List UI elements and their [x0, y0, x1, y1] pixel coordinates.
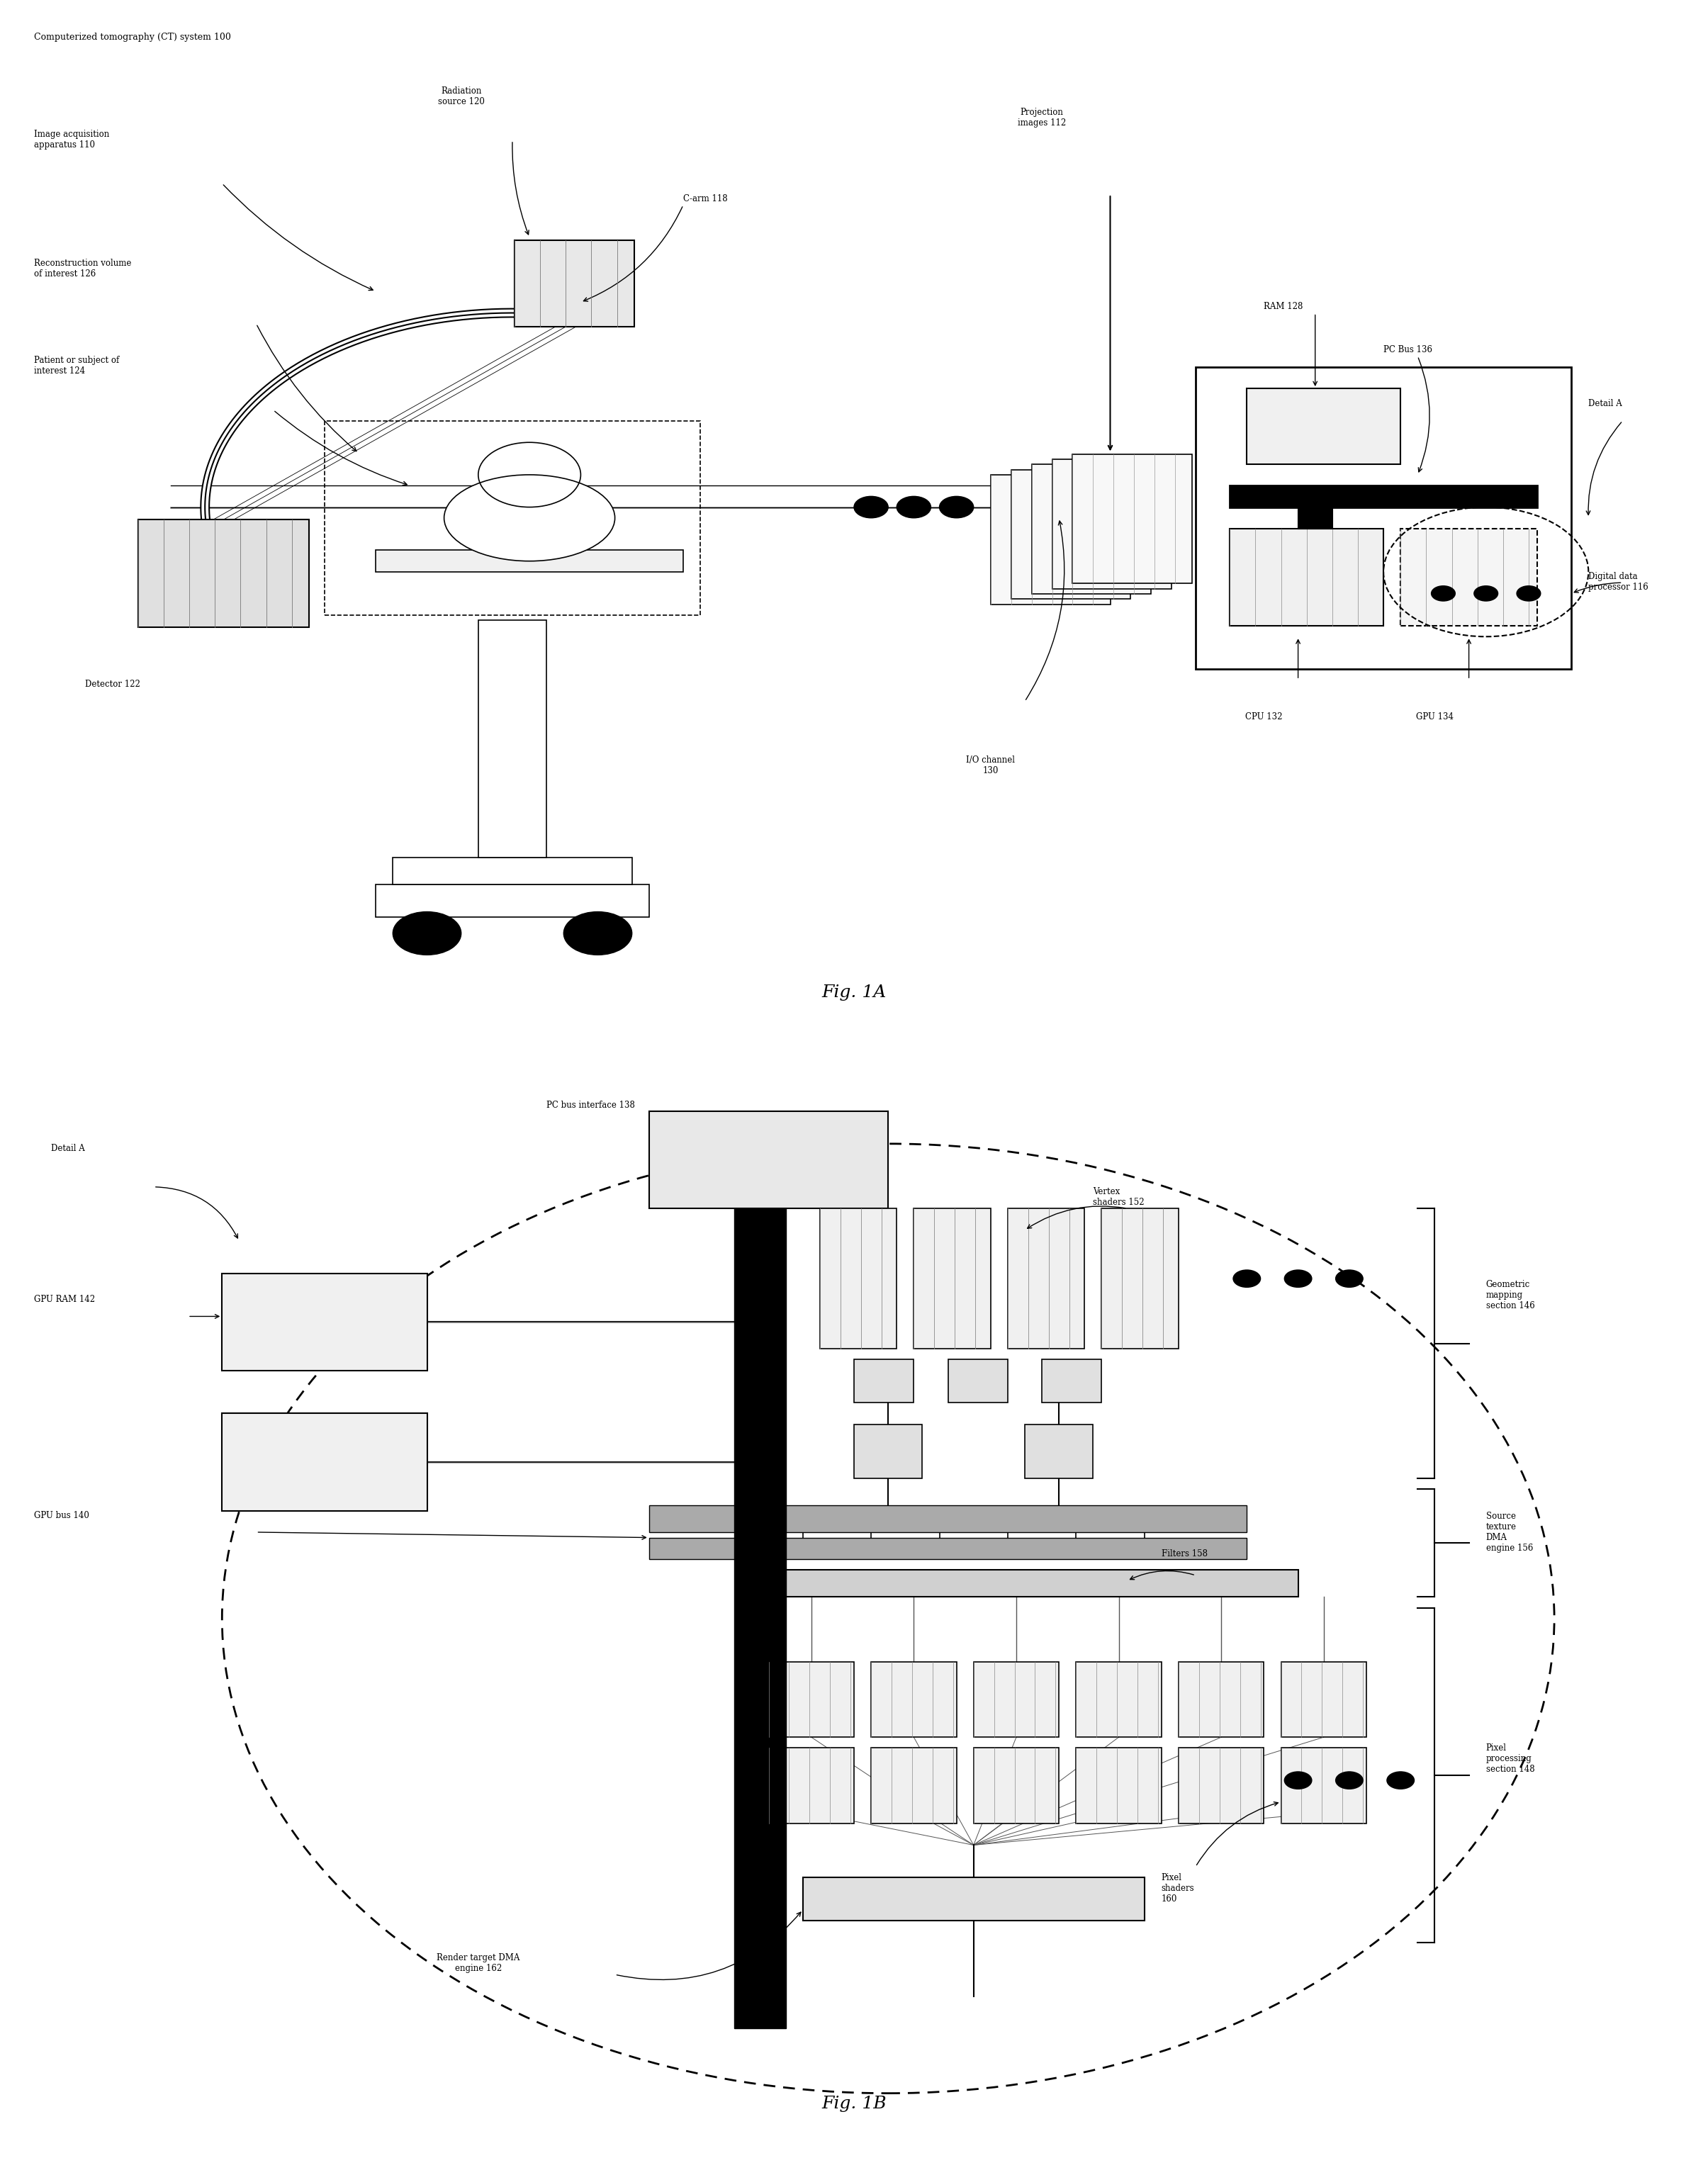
- Circle shape: [1284, 1269, 1312, 1286]
- Text: Reconstruction volume
of interest 126: Reconstruction volume of interest 126: [34, 259, 132, 278]
- Bar: [871, 1748, 956, 1824]
- Bar: [222, 1413, 427, 1511]
- Text: Vertex
shaders 152: Vertex shaders 152: [1093, 1187, 1144, 1206]
- Bar: [1281, 1748, 1366, 1824]
- Circle shape: [1336, 1772, 1363, 1789]
- Circle shape: [1387, 1772, 1414, 1789]
- Circle shape: [1336, 1269, 1363, 1286]
- Bar: [1247, 388, 1401, 464]
- Bar: [991, 475, 1110, 604]
- Bar: [803, 1877, 1144, 1921]
- Bar: [649, 1111, 888, 1208]
- Text: Computerized tomography (CT) system 100: Computerized tomography (CT) system 100: [34, 32, 231, 41]
- Bar: [948, 1360, 1008, 1403]
- Text: Projection
images 112: Projection images 112: [1018, 108, 1066, 127]
- Bar: [1401, 529, 1537, 626]
- Bar: [1230, 486, 1537, 507]
- Bar: [1032, 464, 1151, 593]
- Bar: [1073, 453, 1192, 583]
- Text: Pixel
processing
section 148: Pixel processing section 148: [1486, 1744, 1534, 1774]
- Text: RAM 128: RAM 128: [1264, 302, 1303, 311]
- Circle shape: [1233, 1269, 1261, 1286]
- Bar: [649, 1536, 1247, 1558]
- Bar: [1179, 1662, 1264, 1737]
- Text: Detector 122: Detector 122: [85, 680, 140, 688]
- Ellipse shape: [444, 475, 615, 561]
- Circle shape: [564, 911, 632, 954]
- Bar: [1042, 1360, 1102, 1403]
- Bar: [1025, 1424, 1093, 1478]
- Text: Pixel
shaders
160: Pixel shaders 160: [1161, 1873, 1194, 1903]
- Bar: [974, 1662, 1059, 1737]
- Text: C-arm 118: C-arm 118: [683, 194, 728, 203]
- Bar: [325, 421, 700, 615]
- Text: GPU RAM 142: GPU RAM 142: [34, 1295, 96, 1303]
- Text: Render target DMA
engine 162: Render target DMA engine 162: [437, 1953, 519, 1972]
- Circle shape: [1431, 587, 1455, 600]
- Bar: [769, 1748, 854, 1824]
- Text: GPU 134: GPU 134: [1416, 712, 1454, 721]
- Circle shape: [854, 496, 888, 518]
- Text: Image acquisition
apparatus 110: Image acquisition apparatus 110: [34, 129, 109, 149]
- Text: CPU 132: CPU 132: [1245, 712, 1283, 721]
- Text: Fig. 1A: Fig. 1A: [822, 984, 886, 1001]
- Bar: [1011, 470, 1131, 600]
- Bar: [393, 857, 632, 885]
- Text: Detail A: Detail A: [51, 1144, 85, 1152]
- Bar: [1076, 1748, 1161, 1824]
- Bar: [1076, 1662, 1161, 1737]
- Bar: [1230, 529, 1383, 626]
- Bar: [1281, 1662, 1366, 1737]
- Bar: [752, 1571, 1298, 1597]
- Text: Radiation
source 120: Radiation source 120: [437, 86, 485, 106]
- Bar: [1298, 507, 1332, 529]
- Bar: [478, 622, 547, 857]
- Circle shape: [1517, 587, 1541, 600]
- Text: PC bus interface 138: PC bus interface 138: [547, 1101, 635, 1109]
- Bar: [376, 885, 649, 917]
- Text: PC Bus 136: PC Bus 136: [1383, 345, 1433, 354]
- Text: Digital data
processor 116: Digital data processor 116: [1588, 572, 1648, 591]
- Circle shape: [1284, 1772, 1312, 1789]
- Text: Fig. 1B: Fig. 1B: [822, 2095, 886, 2113]
- Bar: [222, 1273, 427, 1370]
- Bar: [769, 1662, 854, 1737]
- Text: Geometric
mapping
section 146: Geometric mapping section 146: [1486, 1280, 1535, 1310]
- Bar: [138, 520, 309, 628]
- Bar: [1052, 460, 1172, 589]
- Text: Detail A: Detail A: [1588, 399, 1623, 408]
- Bar: [1196, 367, 1571, 669]
- Bar: [820, 1208, 897, 1349]
- Bar: [914, 1208, 991, 1349]
- Text: Patient or subject of
interest 124: Patient or subject of interest 124: [34, 356, 120, 375]
- Circle shape: [897, 496, 931, 518]
- Bar: [376, 550, 683, 572]
- Bar: [1179, 1748, 1264, 1824]
- Bar: [734, 1208, 786, 2029]
- Bar: [1102, 1208, 1179, 1349]
- Circle shape: [1474, 587, 1498, 600]
- Text: I/O channel
130: I/O channel 130: [967, 755, 1015, 775]
- Bar: [854, 1360, 914, 1403]
- Bar: [974, 1748, 1059, 1824]
- Circle shape: [393, 911, 461, 954]
- Text: Source
texture
DMA
engine 156: Source texture DMA engine 156: [1486, 1511, 1534, 1554]
- Bar: [1008, 1208, 1085, 1349]
- Bar: [514, 240, 634, 326]
- Text: Filters 158: Filters 158: [1161, 1549, 1208, 1558]
- Bar: [871, 1662, 956, 1737]
- Bar: [854, 1424, 922, 1478]
- Bar: [649, 1506, 1247, 1532]
- Circle shape: [939, 496, 974, 518]
- Text: GPU bus 140: GPU bus 140: [34, 1511, 89, 1519]
